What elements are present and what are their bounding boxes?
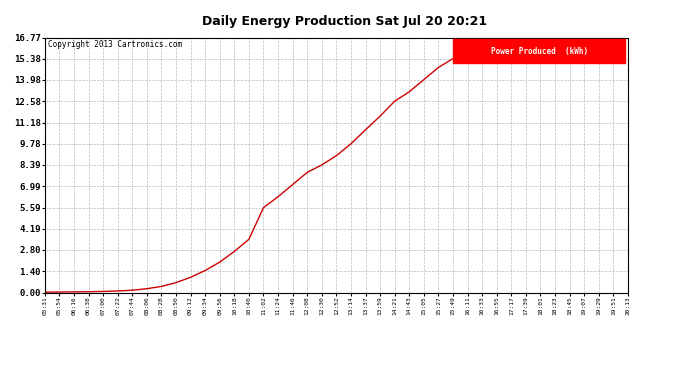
FancyBboxPatch shape [453, 39, 625, 63]
Text: Copyright 2013 Cartronics.com: Copyright 2013 Cartronics.com [48, 40, 182, 49]
Text: Daily Energy Production Sat Jul 20 20:21: Daily Energy Production Sat Jul 20 20:21 [202, 15, 488, 28]
Text: Power Produced  (kWh): Power Produced (kWh) [491, 47, 588, 56]
